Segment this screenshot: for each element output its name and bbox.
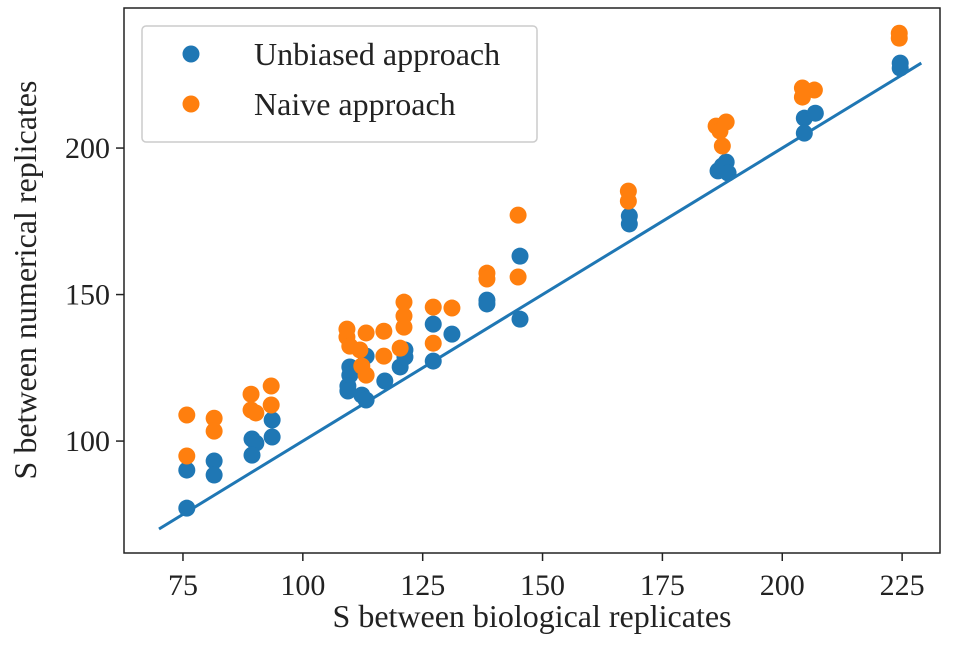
point xyxy=(890,29,908,47)
point xyxy=(511,310,529,328)
point xyxy=(247,404,265,422)
y-tick-label: 100 xyxy=(65,425,110,458)
plot-frame xyxy=(123,7,941,554)
point xyxy=(205,452,223,470)
point xyxy=(620,215,638,233)
point xyxy=(806,104,824,122)
y-axis-label: S between numerical replicates xyxy=(7,81,43,480)
point xyxy=(242,385,260,403)
point xyxy=(395,293,413,311)
point xyxy=(713,137,731,155)
point xyxy=(619,192,637,210)
point xyxy=(395,318,413,336)
point xyxy=(443,299,461,317)
x-tick-label: 150 xyxy=(520,569,565,602)
x-tick-label: 100 xyxy=(280,569,325,602)
y-tick-label: 200 xyxy=(65,132,110,165)
point xyxy=(795,124,813,142)
point xyxy=(375,322,393,340)
point xyxy=(443,325,461,343)
point xyxy=(178,461,196,479)
point xyxy=(243,446,261,464)
x-tick-label: 75 xyxy=(168,569,198,602)
point xyxy=(263,411,281,429)
legend-label: Unbiased approach xyxy=(254,36,500,72)
y-tick-label: 150 xyxy=(65,279,110,312)
reference-line xyxy=(158,61,923,531)
point xyxy=(205,466,223,484)
legend-marker xyxy=(182,95,200,113)
x-tick-label: 225 xyxy=(880,569,925,602)
point xyxy=(262,396,280,414)
legend-marker xyxy=(182,45,200,63)
point xyxy=(357,391,375,409)
point xyxy=(509,268,527,286)
point xyxy=(339,382,357,400)
point xyxy=(391,339,409,357)
point xyxy=(375,347,393,365)
point xyxy=(717,113,735,131)
x-tick-label: 200 xyxy=(760,569,805,602)
legend-box xyxy=(141,25,538,143)
x-tick-label: 125 xyxy=(400,569,445,602)
point xyxy=(805,81,823,99)
legend-label: Naive approach xyxy=(254,86,456,122)
point xyxy=(178,406,196,424)
point xyxy=(357,366,375,384)
point xyxy=(205,422,223,440)
x-axis-label: S between biological replicates xyxy=(333,598,732,634)
point xyxy=(891,59,909,77)
point xyxy=(424,315,442,333)
point xyxy=(424,334,442,352)
point xyxy=(376,372,394,390)
point xyxy=(424,298,442,316)
point xyxy=(178,499,196,517)
point xyxy=(205,409,223,427)
point xyxy=(478,270,496,288)
x-tick-label: 175 xyxy=(640,569,685,602)
point xyxy=(262,377,280,395)
point xyxy=(511,247,529,265)
point xyxy=(351,341,369,359)
point xyxy=(424,352,442,370)
point xyxy=(719,164,737,182)
point xyxy=(178,447,196,465)
point xyxy=(357,324,375,342)
point xyxy=(263,428,281,446)
point xyxy=(509,206,527,224)
point xyxy=(478,295,496,313)
